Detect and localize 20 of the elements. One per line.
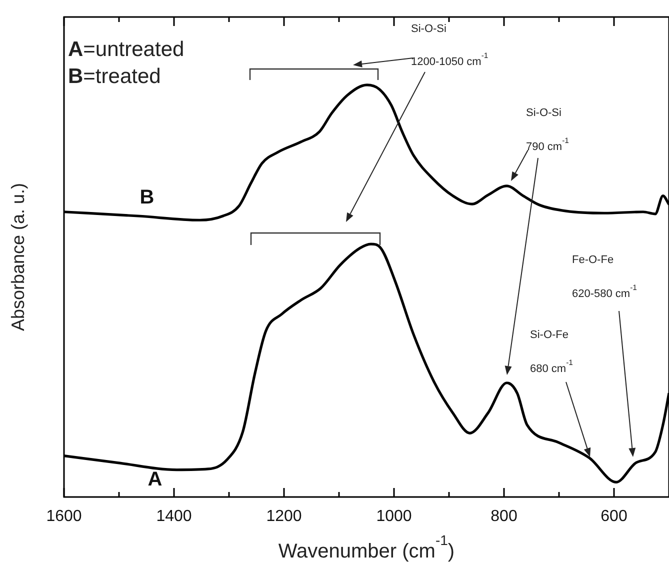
text: 1200-1050 cm$^{-1}$: [411, 51, 488, 68]
annotation: 620-580 cm$^{-1}$: [572, 283, 637, 300]
x-tick-label: 1400: [156, 508, 192, 526]
x-axis-title: Wavenumber (cm$^{-1}$): [278, 532, 455, 563]
series-label: B: [140, 186, 154, 209]
x-tick-label: 800: [490, 508, 518, 526]
annotation: 680 cm$^{-1}$: [530, 358, 573, 375]
x-tick-label: 1200: [266, 508, 302, 526]
x-tick-label: 1600: [46, 508, 82, 526]
x-tick-label: 1000: [376, 508, 412, 526]
text: Si-O-Si: [411, 23, 446, 35]
annotation: Si-O-Si: [526, 107, 562, 119]
annotation: Fe-O-Fe: [572, 254, 614, 266]
text: A=untreated: [68, 38, 184, 61]
annotation: B=treated: [68, 65, 161, 88]
x-tick-label: 600: [600, 508, 628, 526]
annotation: 790 cm$^{-1}$: [526, 136, 569, 153]
annotation: Si-O-Fe: [530, 329, 568, 341]
y-axis-title: Absorbance (a. u.): [8, 182, 28, 332]
series-label: A: [148, 468, 162, 491]
